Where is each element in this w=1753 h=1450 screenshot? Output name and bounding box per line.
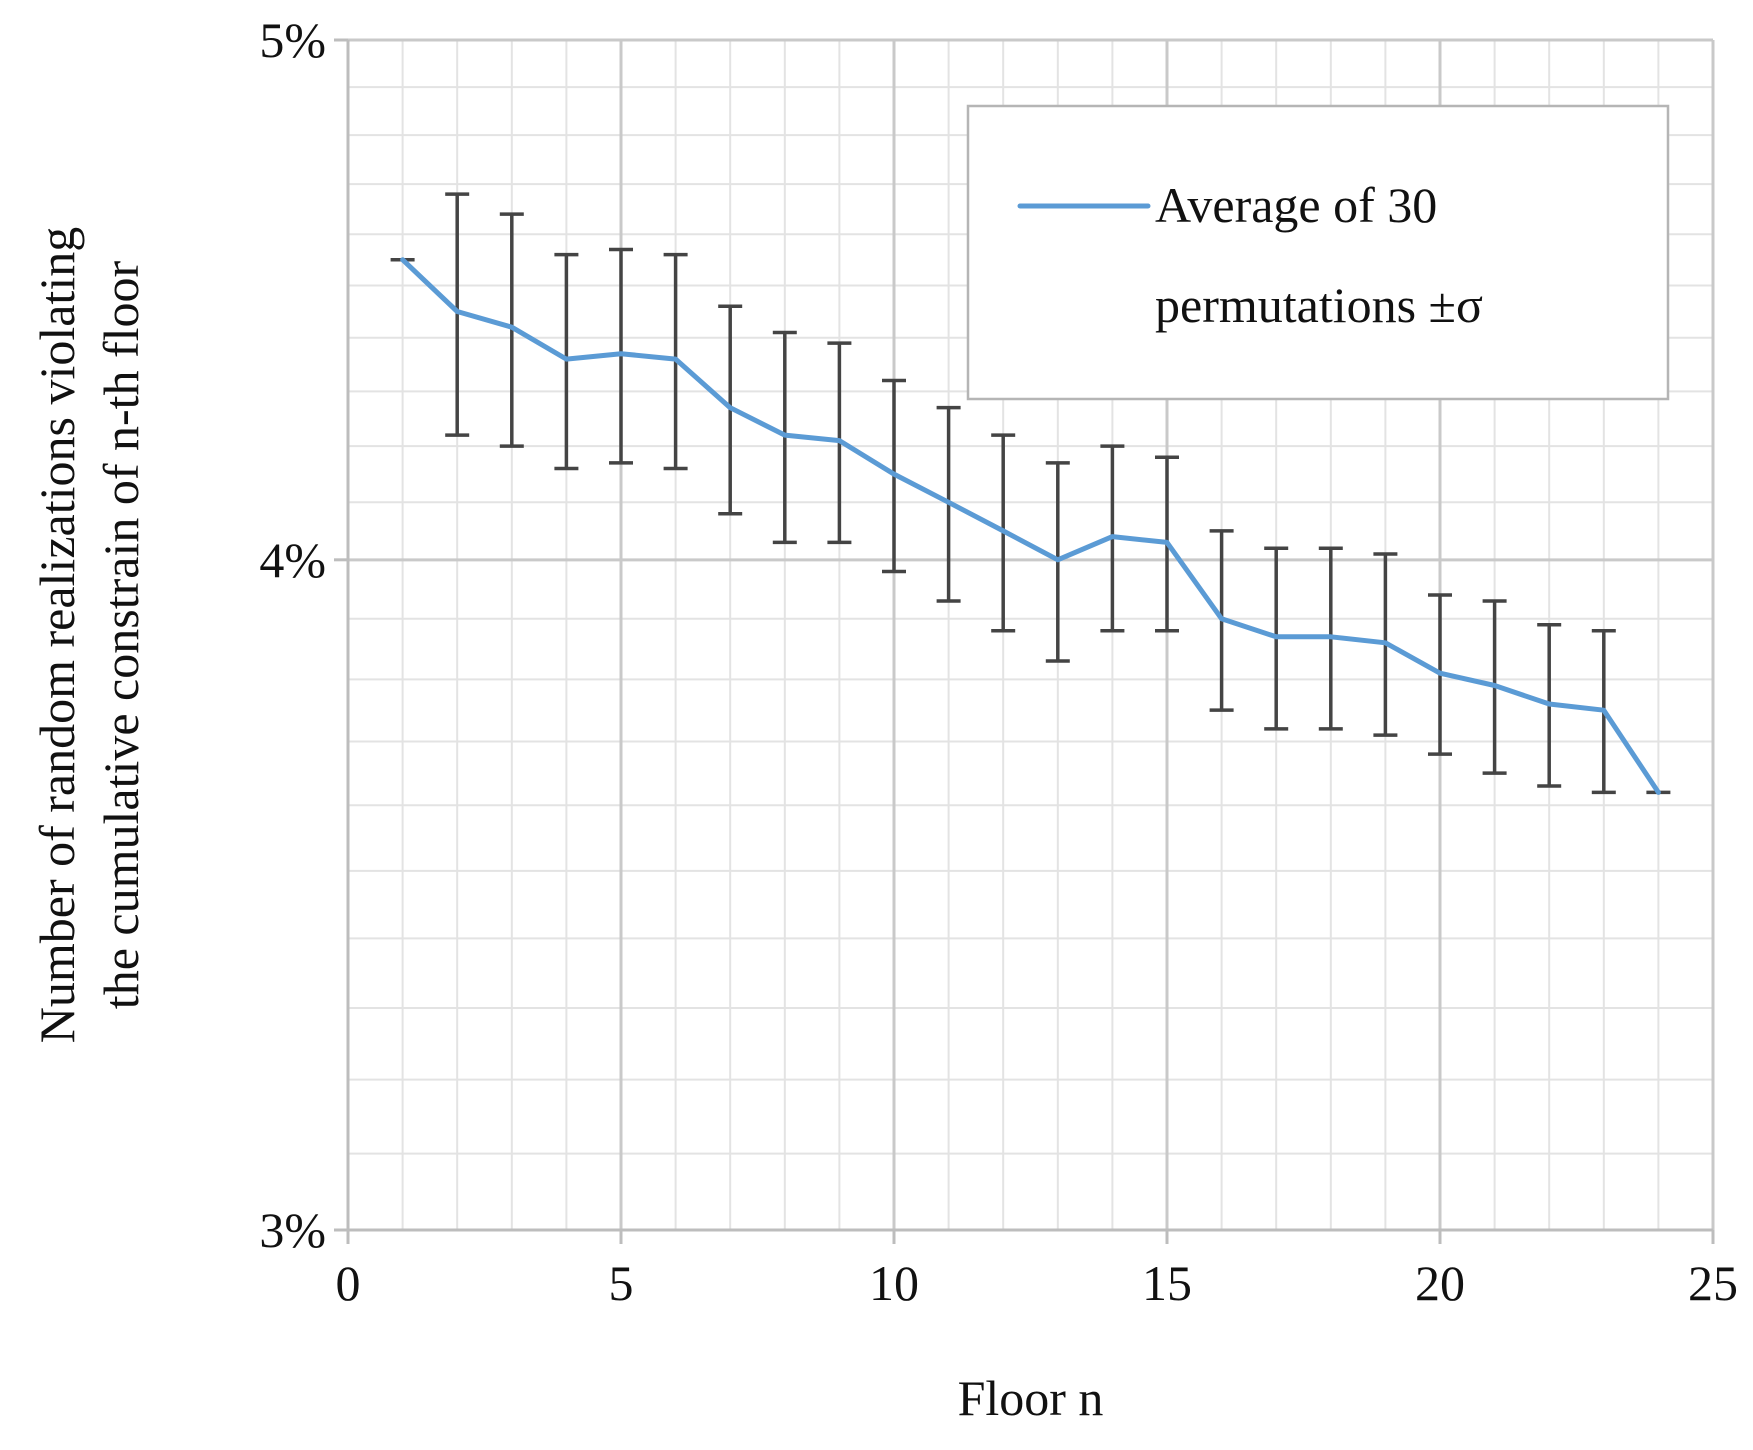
axes (334, 38, 1715, 1244)
x-tick-label: 25 (1688, 1255, 1738, 1311)
y-tick-label: 3% (259, 1202, 326, 1258)
legend-label-line-1: Average of 30 (1155, 177, 1437, 233)
legend: Average of 30 permutations ±σ (966, 104, 1670, 401)
x-tick-label: 10 (869, 1255, 919, 1311)
y-axis-title-line-2: the cumulative constrain of n-th floor (93, 260, 149, 1009)
x-tick-label: 20 (1415, 1255, 1465, 1311)
axis-titles: Floor n Number of random realizations vio… (29, 227, 1103, 1426)
legend-box (966, 104, 1670, 401)
x-tick-label: 0 (336, 1255, 361, 1311)
tick-labels: 0 5 10 15 20 25 3% 4% 5% (259, 12, 1738, 1311)
legend-label-line-2: permutations ±σ (1155, 277, 1483, 333)
x-tick-label: 15 (1142, 1255, 1192, 1311)
x-axis-title: Floor n (958, 1370, 1104, 1426)
y-tick-label: 5% (259, 12, 326, 68)
y-axis-title-line-1: Number of random realizations violating (29, 227, 85, 1043)
series-line (400, 257, 1661, 795)
x-tick-label: 5 (609, 1255, 634, 1311)
y-tick-label: 4% (259, 532, 326, 588)
series-lines (400, 257, 1661, 795)
